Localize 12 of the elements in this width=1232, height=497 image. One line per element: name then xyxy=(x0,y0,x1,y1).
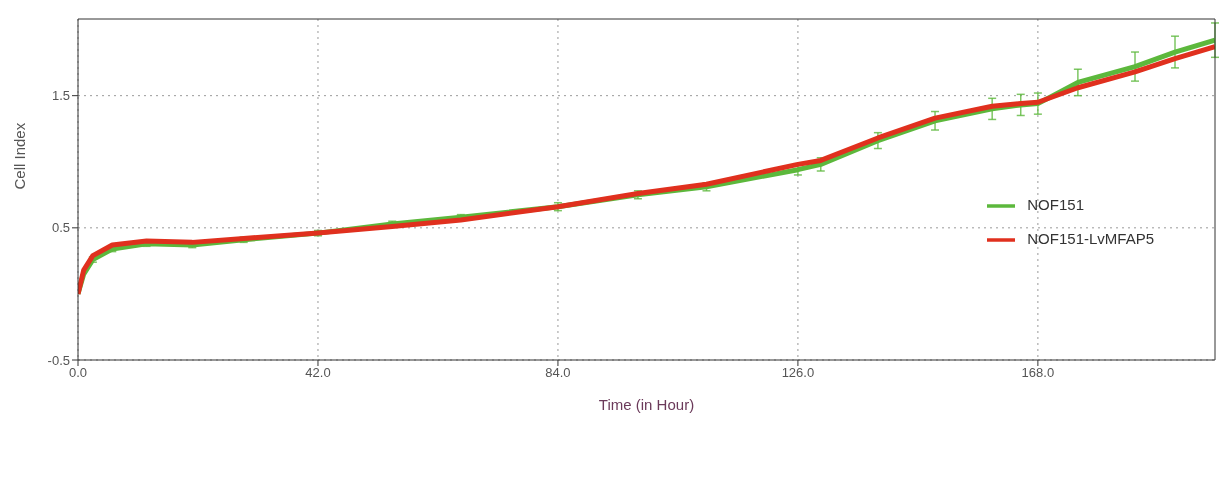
x-tick-label: 0.0 xyxy=(68,365,88,381)
x-tick-label: 42.0 xyxy=(305,365,331,381)
x-tick-label: 84.0 xyxy=(545,365,571,381)
y-tick-label: -0.5 xyxy=(47,352,70,368)
x-tick-label: 168.0 xyxy=(1021,365,1055,381)
y-axis-title: Cell Index xyxy=(11,122,29,190)
x-axis-title: Time (in Hour) xyxy=(598,396,695,413)
y-tick-label: 1.5 xyxy=(51,88,70,104)
y-tick-label: 0.5 xyxy=(51,220,70,236)
legend-label: NOF151-LvMFAP5 xyxy=(1027,230,1154,247)
legend-label: NOF151 xyxy=(1027,196,1084,213)
x-tick-label: 126.0 xyxy=(781,365,815,381)
